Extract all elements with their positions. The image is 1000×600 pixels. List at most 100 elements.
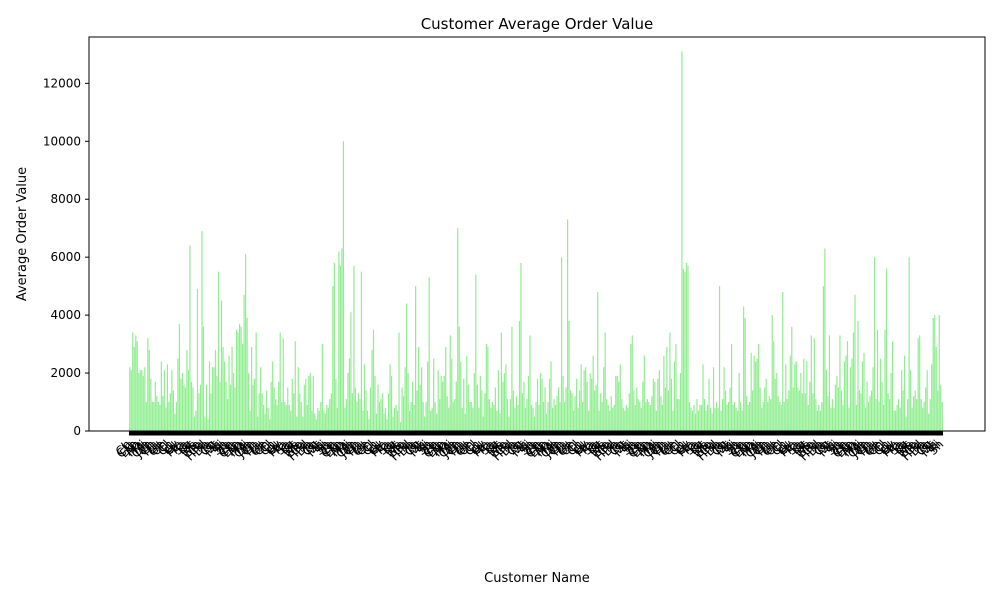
bar bbox=[586, 381, 588, 431]
bar bbox=[275, 399, 277, 431]
bar bbox=[306, 404, 308, 431]
bar bbox=[640, 407, 642, 431]
bar bbox=[866, 381, 868, 431]
bar bbox=[229, 384, 232, 431]
bar bbox=[688, 402, 691, 431]
bar bbox=[323, 410, 325, 431]
bar bbox=[752, 390, 754, 431]
bar bbox=[857, 320, 859, 431]
bar bbox=[563, 402, 566, 431]
bar bbox=[746, 396, 748, 431]
bar bbox=[929, 399, 931, 431]
bar bbox=[511, 326, 513, 431]
bar bbox=[207, 419, 209, 431]
bar bbox=[800, 373, 802, 431]
bar bbox=[573, 410, 575, 431]
bar bbox=[270, 381, 272, 431]
bar bbox=[539, 373, 542, 431]
bar bbox=[344, 407, 346, 431]
bar bbox=[878, 402, 880, 431]
bar bbox=[363, 364, 366, 431]
bar bbox=[679, 373, 682, 431]
bar bbox=[351, 393, 354, 431]
bar bbox=[822, 286, 824, 431]
bar bbox=[356, 402, 358, 431]
bar bbox=[870, 390, 873, 431]
bar bbox=[667, 390, 669, 431]
bar bbox=[709, 407, 712, 431]
y-axis: 0 2000 4000 6000 8000 10000 12000 bbox=[43, 76, 89, 438]
bar bbox=[881, 381, 883, 431]
bar bbox=[151, 402, 153, 431]
bar bbox=[654, 381, 656, 431]
bar bbox=[142, 375, 144, 431]
bar bbox=[568, 320, 570, 431]
bar bbox=[296, 416, 298, 431]
bar bbox=[764, 387, 766, 431]
bar bbox=[597, 291, 599, 431]
bar bbox=[398, 332, 400, 431]
bar bbox=[187, 370, 190, 431]
bar bbox=[499, 413, 501, 431]
bar bbox=[473, 373, 475, 431]
bar bbox=[839, 335, 841, 431]
bar bbox=[378, 402, 381, 431]
bar bbox=[479, 375, 481, 431]
bar bbox=[503, 373, 505, 431]
bar bbox=[756, 358, 758, 431]
bar bbox=[940, 384, 942, 431]
bar bbox=[806, 361, 808, 431]
bar bbox=[383, 413, 385, 431]
bar bbox=[759, 387, 761, 431]
plot-frame bbox=[88, 36, 986, 432]
bar bbox=[515, 396, 518, 431]
bar bbox=[908, 257, 910, 431]
bar bbox=[491, 402, 493, 431]
bar bbox=[551, 407, 554, 431]
bar bbox=[681, 51, 683, 432]
bar bbox=[374, 375, 376, 431]
bar bbox=[673, 361, 676, 431]
y-tick-label: 2000 bbox=[50, 366, 81, 380]
bar bbox=[896, 404, 898, 431]
y-tick-label: 8000 bbox=[50, 192, 81, 206]
bar bbox=[431, 407, 433, 431]
bar bbox=[279, 332, 281, 431]
bar bbox=[145, 402, 147, 431]
bar bbox=[705, 410, 707, 431]
bar bbox=[178, 323, 180, 431]
bar bbox=[931, 364, 933, 431]
bar bbox=[523, 381, 525, 431]
bar bbox=[222, 346, 224, 431]
bar bbox=[888, 399, 891, 431]
bar bbox=[658, 370, 660, 431]
bar bbox=[723, 367, 725, 431]
bar bbox=[684, 271, 686, 431]
bar bbox=[220, 300, 223, 431]
bar bbox=[144, 367, 146, 431]
bar bbox=[696, 399, 698, 431]
bar bbox=[190, 381, 193, 431]
bar bbox=[238, 323, 241, 431]
bar bbox=[580, 364, 582, 431]
bar bbox=[353, 265, 355, 431]
bar bbox=[882, 404, 885, 431]
bar bbox=[300, 402, 302, 431]
bar bbox=[189, 245, 191, 431]
bar bbox=[682, 268, 685, 431]
bar bbox=[891, 341, 894, 431]
y-tick-label: 12000 bbox=[43, 76, 81, 90]
bar bbox=[712, 367, 715, 431]
bar bbox=[848, 407, 850, 431]
bar bbox=[267, 407, 269, 431]
bar bbox=[651, 396, 653, 431]
bar bbox=[567, 219, 569, 431]
bar bbox=[804, 393, 806, 431]
bar bbox=[565, 387, 567, 431]
bar bbox=[311, 410, 313, 431]
bar bbox=[919, 335, 921, 431]
bar bbox=[387, 393, 390, 431]
bar bbox=[724, 390, 727, 431]
